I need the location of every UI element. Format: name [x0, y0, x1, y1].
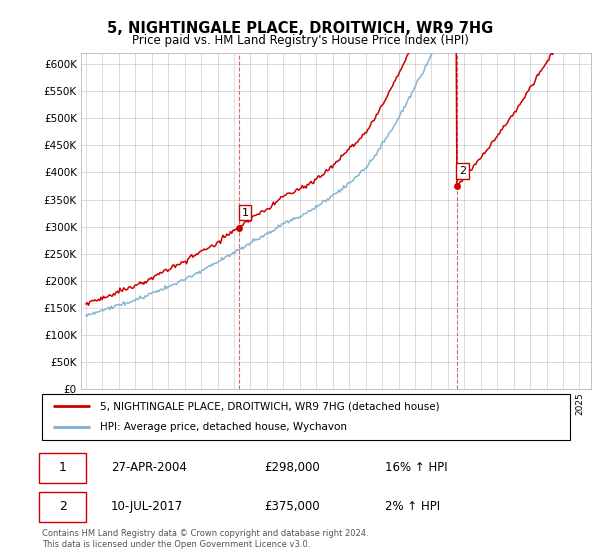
- Text: Contains HM Land Registry data © Crown copyright and database right 2024.
This d: Contains HM Land Registry data © Crown c…: [42, 529, 368, 549]
- Text: Price paid vs. HM Land Registry's House Price Index (HPI): Price paid vs. HM Land Registry's House …: [131, 34, 469, 46]
- Text: 1: 1: [242, 208, 248, 217]
- FancyBboxPatch shape: [40, 453, 86, 483]
- Text: 2% ↑ HPI: 2% ↑ HPI: [385, 500, 440, 514]
- Text: 27-APR-2004: 27-APR-2004: [110, 461, 187, 474]
- Text: 16% ↑ HPI: 16% ↑ HPI: [385, 461, 448, 474]
- Text: HPI: Average price, detached house, Wychavon: HPI: Average price, detached house, Wych…: [100, 422, 347, 432]
- Text: 5, NIGHTINGALE PLACE, DROITWICH, WR9 7HG: 5, NIGHTINGALE PLACE, DROITWICH, WR9 7HG: [107, 21, 493, 36]
- Text: 10-JUL-2017: 10-JUL-2017: [110, 500, 183, 514]
- Text: £375,000: £375,000: [264, 500, 319, 514]
- Text: £298,000: £298,000: [264, 461, 320, 474]
- Text: 2: 2: [59, 500, 67, 514]
- Text: 5, NIGHTINGALE PLACE, DROITWICH, WR9 7HG (detached house): 5, NIGHTINGALE PLACE, DROITWICH, WR9 7HG…: [100, 401, 440, 411]
- FancyBboxPatch shape: [40, 492, 86, 522]
- Text: 1: 1: [59, 461, 67, 474]
- Text: 2: 2: [459, 166, 466, 176]
- FancyBboxPatch shape: [42, 394, 570, 440]
